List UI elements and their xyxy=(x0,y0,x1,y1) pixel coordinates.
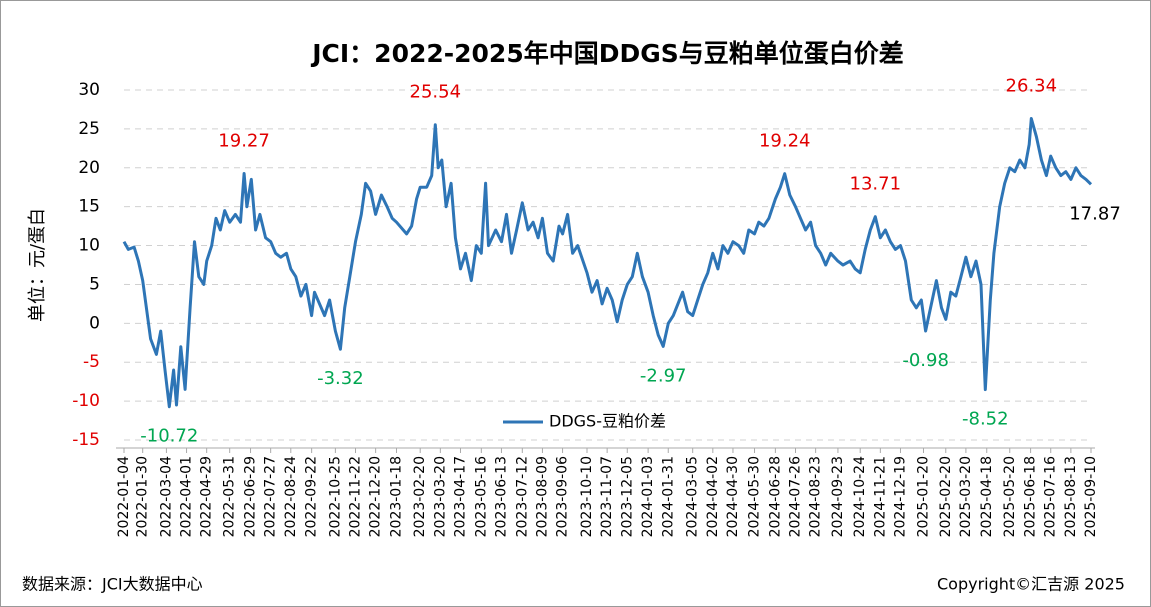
annotation: 17.87 xyxy=(1069,203,1121,224)
x-tick-label: 2023-04-17 xyxy=(452,456,468,537)
annotation: 19.24 xyxy=(759,131,811,152)
x-tick-label: 2024-07-26 xyxy=(788,456,804,537)
x-tick-label: 2025-09-10 xyxy=(1083,456,1099,537)
legend-label: DDGS-豆粕价差 xyxy=(549,412,666,431)
x-tick-label: 2024-11-21 xyxy=(872,456,888,537)
x-tick-label: 2023-02-20 xyxy=(412,456,428,537)
annotation: -10.72 xyxy=(140,426,198,447)
x-tick-label: 2023-07-12 xyxy=(514,456,530,537)
annotation: 19.27 xyxy=(218,130,270,151)
x-tick-label: 2024-09-23 xyxy=(830,456,846,537)
x-tick-label: 2022-11-22 xyxy=(348,456,364,537)
x-tick-label: 2024-01-31 xyxy=(660,456,676,537)
x-tick-label: 2022-06-29 xyxy=(243,456,259,537)
annotation: -3.32 xyxy=(317,368,364,389)
annotation: -2.97 xyxy=(640,365,687,386)
x-tick-label: 2024-12-19 xyxy=(892,456,908,537)
x-tick-label: 2024-06-28 xyxy=(767,456,783,537)
x-tick-label: 2022-10-25 xyxy=(327,456,343,537)
y-tick-label: -15 xyxy=(72,430,100,450)
x-tick-label: 2022-08-24 xyxy=(283,456,299,537)
x-tick-label: 2024-04-02 xyxy=(705,456,721,537)
y-tick-label: 30 xyxy=(78,80,100,100)
x-tick-label: 2023-11-07 xyxy=(599,456,615,537)
annotation: -8.52 xyxy=(962,409,1009,430)
chart-title: JCI：2022-2025年中国DDGS与豆粕单位蛋白价差 xyxy=(310,39,904,68)
x-tick-label: 2023-09-06 xyxy=(555,456,571,537)
x-tick-label: 2022-01-04 xyxy=(116,456,132,537)
y-tick-label: -5 xyxy=(83,352,100,372)
x-tick-label: 2024-04-30 xyxy=(725,456,741,537)
x-tick-label: 2022-04-29 xyxy=(199,456,215,537)
x-tick-label: 2025-03-20 xyxy=(958,456,974,537)
x-tick-label: 2023-03-20 xyxy=(432,456,448,537)
y-tick-label: 25 xyxy=(78,119,100,139)
y-tick-label: 20 xyxy=(78,158,100,178)
x-tick-label: 2024-03-05 xyxy=(685,456,701,537)
x-tick-label: 2025-04-18 xyxy=(979,456,995,537)
y-tick-label: -10 xyxy=(72,391,100,411)
x-tick-label: 2023-12-05 xyxy=(619,456,635,537)
y-axis-label: 单位：元/蛋白 xyxy=(27,208,48,322)
x-tick-label: 2025-02-20 xyxy=(938,456,954,537)
x-tick-label: 2025-07-16 xyxy=(1043,456,1059,537)
x-tick-label: 2022-01-30 xyxy=(135,456,151,537)
y-tick-label: 15 xyxy=(78,197,100,217)
x-tick-label: 2022-07-27 xyxy=(263,456,279,537)
data-line xyxy=(122,117,1093,409)
annotation: 25.54 xyxy=(410,82,462,103)
x-tick-label: 2024-01-03 xyxy=(640,456,656,537)
copyright: Copyright©汇吉源 2025 xyxy=(937,575,1125,594)
x-tick-label: 2022-05-31 xyxy=(222,456,238,537)
x-tick-label: 2023-01-18 xyxy=(388,456,404,537)
y-tick-label: 0 xyxy=(89,313,100,333)
x-tick-label: 2022-03-04 xyxy=(158,456,174,537)
x-tick-label: 2023-10-10 xyxy=(579,456,595,537)
x-tick-label: 2023-08-09 xyxy=(534,456,550,537)
x-tick-label: 2024-08-23 xyxy=(808,456,824,537)
x-tick-label: 2024-05-30 xyxy=(747,456,763,537)
y-tick-label: 10 xyxy=(78,236,100,256)
source: 数据来源：JCI大数据中心 xyxy=(22,575,203,594)
x-tick-label: 2022-09-22 xyxy=(304,456,320,537)
x-tick-label: 2022-12-20 xyxy=(368,456,384,537)
x-tick-label: 2022-04-01 xyxy=(179,456,195,537)
x-tick-label: 2023-06-13 xyxy=(493,456,509,537)
x-tick-label: 2025-06-18 xyxy=(1023,456,1039,537)
annotation: 26.34 xyxy=(1006,75,1058,96)
y-tick-label: 5 xyxy=(89,274,100,294)
x-tick-label: 2025-05-20 xyxy=(1002,456,1018,537)
x-tick-label: 2025-01-20 xyxy=(915,456,931,537)
x-tick-label: 2023-05-16 xyxy=(473,456,489,537)
annotation: 13.71 xyxy=(850,174,902,195)
x-tick-label: 2025-08-13 xyxy=(1063,456,1079,537)
annotation: -0.98 xyxy=(902,350,949,371)
x-tick-label: 2024-10-24 xyxy=(852,456,868,537)
